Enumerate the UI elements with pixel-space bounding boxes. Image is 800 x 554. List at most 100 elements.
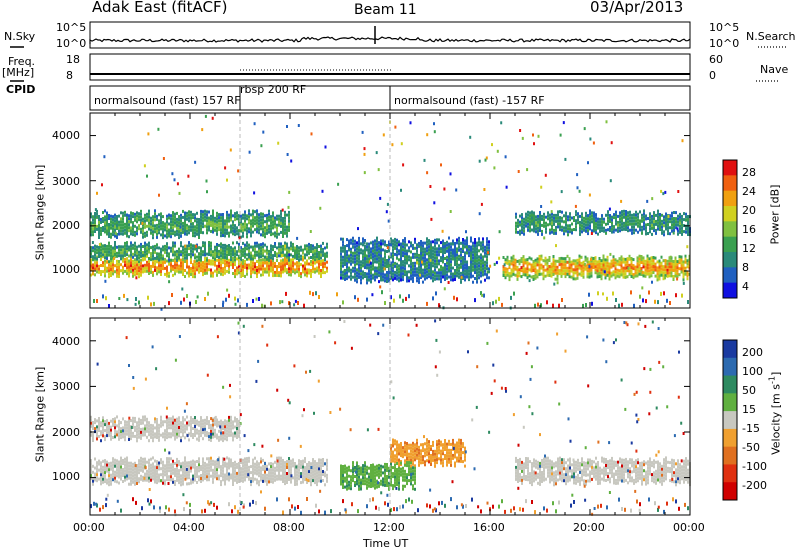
heatmap-cell <box>190 463 192 467</box>
heatmap-cell <box>214 257 216 261</box>
heatmap-cell <box>118 272 120 275</box>
heatmap-cell <box>272 220 274 224</box>
heatmap-cell <box>280 215 282 219</box>
heatmap-cell <box>400 278 402 282</box>
heatmap-cell <box>648 272 651 276</box>
heatmap-cell <box>138 266 140 270</box>
heatmap-cell <box>658 271 661 275</box>
heatmap-cell <box>286 475 288 478</box>
heatmap-cell <box>184 223 186 227</box>
heatmap-cell <box>284 231 286 235</box>
heatmap-cell <box>542 277 545 281</box>
heatmap-cell <box>92 464 94 468</box>
heatmap-cell <box>244 210 246 214</box>
power-cb-tick-8: 8 <box>742 261 749 274</box>
heatmap-cell <box>266 228 268 232</box>
heatmap-cell <box>502 274 505 277</box>
heatmap-cell <box>484 266 486 270</box>
heatmap-cell <box>270 247 272 251</box>
heatmap-cell <box>460 253 462 257</box>
heatmap-cell <box>424 274 426 278</box>
scatter-cell <box>146 174 148 178</box>
heatmap-cell <box>442 242 444 246</box>
heatmap-cell <box>378 253 380 257</box>
heatmap-cell <box>166 466 168 470</box>
heatmap-cell <box>532 266 535 269</box>
heatmap-cell <box>655 228 657 232</box>
heatmap-cell <box>270 269 272 273</box>
heatmap-cell <box>242 461 244 465</box>
heatmap-cell <box>226 228 228 232</box>
heatmap-cell <box>515 227 517 231</box>
heatmap-cell <box>290 253 292 257</box>
heatmap-cell <box>98 246 100 249</box>
heatmap-cell <box>286 254 288 258</box>
heatmap-cell <box>102 255 104 259</box>
heatmap-cell <box>128 248 130 252</box>
heatmap-cell <box>170 478 172 482</box>
heatmap-cell <box>476 244 478 248</box>
scatter-cell <box>504 155 507 159</box>
heatmap-cell <box>172 258 174 262</box>
heatmap-cell <box>136 479 138 482</box>
scatter-cell <box>443 187 446 191</box>
heatmap-cell <box>90 468 92 472</box>
heatmap-cell <box>198 463 200 467</box>
heatmap-cell <box>118 248 120 252</box>
heatmap-cell <box>550 271 553 275</box>
heatmap-cell <box>340 252 342 256</box>
heatmap-cell <box>110 248 112 252</box>
heatmap-cell <box>256 218 258 222</box>
heatmap-cell <box>166 469 168 473</box>
heatmap-cell <box>126 228 128 232</box>
heatmap-cell <box>502 256 505 259</box>
heatmap-cell <box>270 224 272 228</box>
heatmap-cell <box>565 220 567 224</box>
heatmap-cell <box>152 218 154 222</box>
heatmap-cell <box>152 462 154 466</box>
heatmap-cell <box>671 226 673 230</box>
heatmap-cell <box>372 243 374 247</box>
heatmap-cell <box>448 245 450 249</box>
heatmap-cell <box>551 221 553 225</box>
heatmap-cell <box>414 255 416 259</box>
heatmap-cell <box>466 275 468 279</box>
heatmap-cell <box>408 258 410 262</box>
heatmap-cell <box>108 232 110 235</box>
heatmap-cell <box>316 260 318 264</box>
heatmap-cell <box>382 263 384 267</box>
heatmap-cell <box>576 264 579 268</box>
heatmap-cell <box>288 463 290 466</box>
heatmap-cell <box>601 214 603 218</box>
heatmap-cell <box>170 463 172 467</box>
scatter-cell <box>281 300 284 304</box>
heatmap-cell <box>148 215 150 219</box>
heatmap-cell <box>184 456 186 460</box>
heatmap-cell <box>304 261 306 265</box>
heatmap-cell <box>670 268 673 272</box>
heatmap-cell <box>150 264 152 268</box>
heatmap-cell <box>482 243 484 247</box>
heatmap-cell <box>166 463 168 467</box>
heatmap-cell <box>580 273 583 277</box>
heatmap-cell <box>390 267 392 271</box>
heatmap-cell <box>675 226 677 230</box>
heatmap-cell <box>322 268 324 272</box>
heatmap-cell <box>624 263 627 267</box>
heatmap-cell <box>264 267 266 271</box>
heatmap-cell <box>162 460 164 464</box>
heatmap-cell <box>124 244 126 248</box>
heatmap-cell <box>196 469 198 472</box>
heatmap-cell <box>314 267 316 271</box>
heatmap-cell <box>562 272 565 276</box>
heatmap-cell <box>210 253 212 257</box>
heatmap-cell <box>274 225 276 229</box>
heatmap-cell <box>380 248 382 252</box>
heatmap-cell <box>218 225 220 229</box>
heatmap-cell <box>388 249 390 253</box>
heatmap-cell <box>310 474 312 478</box>
heatmap-cell <box>128 254 130 258</box>
heatmap-cell <box>376 260 378 264</box>
heatmap-cell <box>192 225 194 229</box>
heatmap-cell <box>396 244 398 248</box>
